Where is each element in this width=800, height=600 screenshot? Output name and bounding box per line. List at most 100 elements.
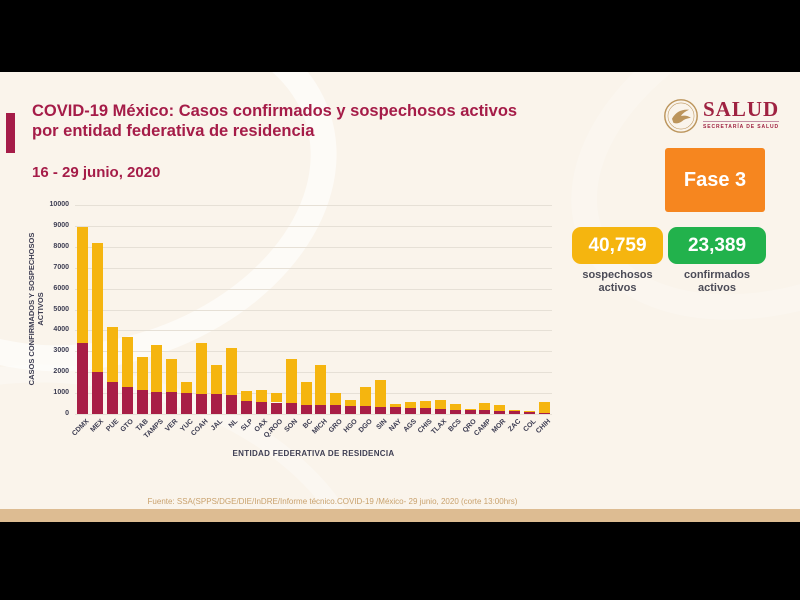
bar-confirmados-PUE <box>106 381 118 414</box>
bar-sospechosos-Q.ROO <box>270 393 282 403</box>
y-tick-0: 0 <box>65 410 69 417</box>
bar-sospechosos-CHIH <box>539 402 551 413</box>
y-tick-10000: 10000 <box>49 201 69 208</box>
bar-sospechosos-MICH <box>315 365 327 405</box>
bar-sospechosos-MEX <box>91 242 103 373</box>
gridline-3000 <box>75 351 552 353</box>
bar-confirmados-GTO <box>121 386 133 414</box>
bar-sospechosos-QRO <box>464 408 476 410</box>
x-tick-NAY: NAY <box>388 418 404 433</box>
bar-confirmados-COAH <box>196 393 208 414</box>
source-note: Fuente: SSA(SPPS/DGE/DIE/InDRE/Informe t… <box>147 497 518 506</box>
bar-sospechosos-GRO <box>330 393 342 405</box>
phase-badge: Fase 3 <box>665 148 765 212</box>
stat-sospechosos-label: sospechosos activos <box>572 269 663 295</box>
gridline-1000 <box>75 393 552 395</box>
gridline-2000 <box>75 372 552 374</box>
x-tick-SON: SON <box>283 418 300 434</box>
bar-confirmados-HGO <box>345 405 357 414</box>
x-tick-SIN: SIN <box>375 418 389 432</box>
bar-sospechosos-CDMX <box>76 226 88 343</box>
salud-logo-name: SALUD <box>703 97 780 121</box>
letterbox-top <box>0 0 800 72</box>
bar-confirmados-MOR <box>494 410 506 414</box>
bar-confirmados-QRO <box>464 410 476 414</box>
y-tick-5000: 5000 <box>53 305 69 313</box>
bar-confirmados-SLP <box>240 400 252 414</box>
bar-confirmados-JAL <box>211 394 223 414</box>
gridline-0 <box>75 414 552 415</box>
footer-tan-band <box>0 509 800 522</box>
bar-confirmados-VER <box>166 392 178 414</box>
stat-sospechosos-value: 40,759 <box>572 227 663 264</box>
bar-sospechosos-NAY <box>389 404 401 408</box>
gridline-10000 <box>75 205 552 206</box>
bar-sospechosos-MOR <box>494 405 506 411</box>
gridline-8000 <box>75 246 552 248</box>
title-accent-bar <box>6 113 15 153</box>
bar-confirmados-SON <box>285 402 297 414</box>
x-tick-BCS: BCS <box>447 418 464 434</box>
bar-confirmados-TAMPS <box>151 392 163 414</box>
bar-sospechosos-OAX <box>255 390 267 402</box>
stat-confirmados-label-line1: confirmados <box>683 269 750 281</box>
bar-confirmados-CAMP <box>479 410 491 414</box>
bar-sospechosos-TAB <box>136 356 148 390</box>
bar-confirmados-TAB <box>136 389 148 414</box>
x-tick-MICH: MICH <box>311 418 329 436</box>
bar-sospechosos-JAL <box>211 365 223 395</box>
bar-confirmados-YUC <box>181 393 193 414</box>
bar-sospechosos-PUE <box>106 327 118 382</box>
y-tick-1000: 1000 <box>53 389 69 397</box>
bar-sospechosos-TLAX <box>434 400 446 409</box>
bar-confirmados-ZAC <box>509 411 521 414</box>
bar-sospechosos-GTO <box>121 336 133 387</box>
bar-sospechosos-HGO <box>345 399 357 406</box>
stat-confirmados-value: 23,389 <box>668 227 766 264</box>
bar-confirmados-CHIH <box>539 412 551 414</box>
bar-confirmados-COL <box>524 412 536 414</box>
x-tick-AGS: AGS <box>402 418 419 434</box>
bar-sospechosos-BC <box>300 382 312 405</box>
x-tick-HGO: HGO <box>342 418 359 435</box>
bar-sospechosos-ZAC <box>509 409 521 412</box>
bar-sospechosos-AGS <box>404 402 416 408</box>
gridline-6000 <box>75 288 552 290</box>
y-tick-2000: 2000 <box>53 368 69 376</box>
y-tick-8000: 8000 <box>53 242 69 250</box>
salud-logo-eagle-icon <box>664 99 698 133</box>
bar-sospechosos-COL <box>524 411 536 413</box>
bar-confirmados-GRO <box>330 405 342 414</box>
x-axis-title: ENTIDAD FEDERATIVA DE RESIDENCIA <box>232 449 395 458</box>
stat-confirmados-label: confirmados activos <box>668 269 766 295</box>
stat-confirmados-label-line2: activos <box>698 282 736 294</box>
x-tick-CHIH: CHIH <box>535 418 553 436</box>
title-line-2: por entidad federativa de residencia <box>32 121 315 140</box>
x-tick-DGO: DGO <box>357 418 374 435</box>
bar-confirmados-DGO <box>360 406 372 414</box>
stat-sospechosos-label-line2: activos <box>598 282 637 294</box>
bar-sospechosos-TAMPS <box>151 345 163 393</box>
y-tick-9000: 9000 <box>53 221 69 229</box>
page-title: COVID-19 México: Casos confirmados y sos… <box>32 102 592 141</box>
bar-sospechosos-NL <box>226 348 238 395</box>
bar-sospechosos-SLP <box>240 391 252 401</box>
bar-sospechosos-BCS <box>449 404 461 410</box>
title-line-1: COVID-19 México: Casos confirmados y sos… <box>32 102 518 120</box>
bar-confirmados-CDMX <box>76 342 88 414</box>
bar-sospechosos-SIN <box>375 380 387 407</box>
date-range: 16 - 29 junio, 2020 <box>32 164 161 181</box>
salud-logo-subtitle: SECRETARÍA DE SALUD <box>703 121 780 130</box>
y-tick-7000: 7000 <box>53 263 69 271</box>
bar-confirmados-MICH <box>315 404 327 414</box>
bar-sospechosos-DGO <box>360 387 372 407</box>
bar-confirmados-TLAX <box>434 408 446 414</box>
gridline-7000 <box>75 267 552 269</box>
bar-confirmados-MEX <box>91 372 103 414</box>
bar-confirmados-NAY <box>389 407 401 414</box>
y-tick-4000: 4000 <box>53 326 69 334</box>
bar-sospechosos-VER <box>166 358 178 393</box>
gridline-4000 <box>75 330 552 332</box>
bar-confirmados-BC <box>300 404 312 414</box>
